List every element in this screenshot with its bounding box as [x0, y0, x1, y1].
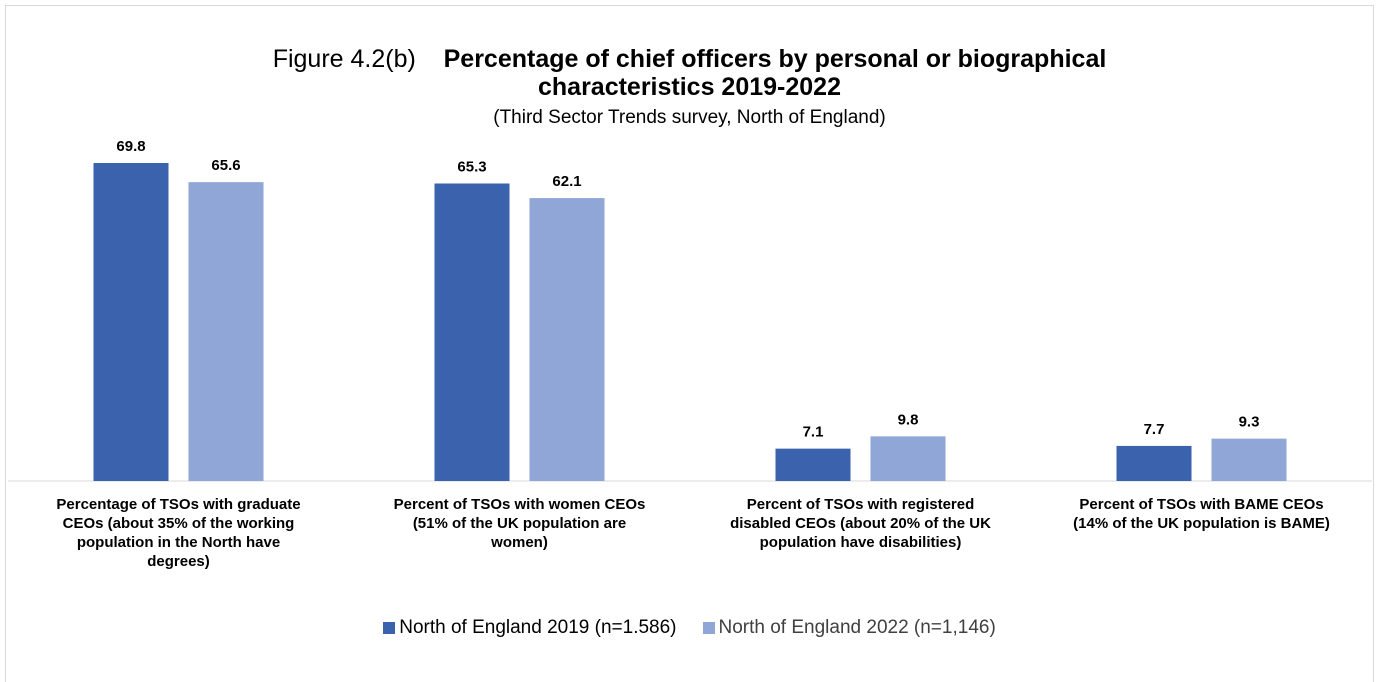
category-label-line: (14% of the UK population is BAME) [1073, 515, 1330, 532]
bar-2022-cat-1 [188, 182, 264, 481]
category-label-line: Percentage of TSOs with graduate [56, 496, 300, 513]
data-label-2019-cat-2: 65.3 [457, 159, 486, 176]
data-label-2019-cat-4: 7.7 [1144, 421, 1165, 438]
category-label-3: Percent of TSOs with registered disabled … [730, 496, 991, 551]
chart-frame [5, 5, 1374, 682]
title-line-1: Percentage of chief officers by personal… [443, 45, 1107, 73]
chart-subtitle: (Third Sector Trends survey, North of En… [493, 107, 886, 128]
category-label-line: women) [490, 534, 548, 551]
data-label-2022-cat-1: 65.6 [211, 157, 240, 174]
legend-item-2019: North of England 2019 (n=1.586) [383, 617, 677, 639]
bar-2019-cat-3 [775, 448, 851, 481]
legend-swatch-2019 [383, 622, 396, 634]
legend-label-2022: North of England 2022 (n=1,146) [718, 617, 996, 638]
title-line-2: characteristics 2019-2022 [537, 73, 841, 101]
bar-2022-cat-2 [529, 198, 605, 481]
category-label-line: disabled CEOs (about 20% of the UK [730, 515, 991, 532]
category-label-line: CEOs (about 35% of the working [63, 515, 295, 532]
data-label-2022-cat-2: 62.1 [552, 173, 581, 190]
legend: North of England 2019 (n=1.586) North of… [0, 617, 1379, 639]
data-label-2022-cat-3: 9.8 [898, 411, 919, 428]
legend-label-2019: North of England 2019 (n=1.586) [399, 617, 677, 638]
category-label-line: Percent of TSOs with BAME CEOs [1079, 496, 1323, 513]
figure-number: Figure 4.2(b) [272, 45, 416, 73]
legend-swatch-2022 [702, 622, 715, 634]
category-label-line: (51% of the UK population are [413, 515, 626, 532]
category-label-1: Percentage of TSOs with graduate CEOs (ab… [56, 496, 300, 570]
data-label-2019-cat-1: 69.8 [116, 138, 145, 155]
bar-2019-cat-4 [1116, 445, 1192, 481]
category-label-line: Percent of TSOs with women CEOs [394, 496, 646, 513]
category-label-4: Percent of TSOs with BAME CEOs (14% of th… [1073, 496, 1330, 532]
category-label-line: population in the North have [77, 534, 280, 551]
bar-2019-cat-2 [434, 183, 510, 481]
category-label-2: Percent of TSOs with women CEOs (51% of t… [394, 496, 646, 551]
chart-title: Figure 4.2(b) Percentage of chief office… [0, 44, 1379, 74]
data-label-2022-cat-4: 9.3 [1239, 414, 1260, 431]
data-label-2019-cat-3: 7.1 [803, 424, 824, 441]
legend-item-2022: North of England 2022 (n=1,146) [702, 617, 996, 639]
category-label-line: degrees) [147, 553, 210, 570]
category-label-line: population have disabilities) [760, 534, 962, 551]
category-label-line: Percent of TSOs with registered [747, 496, 975, 513]
bar-2022-cat-3 [870, 436, 946, 481]
bar-2022-cat-4 [1211, 438, 1287, 481]
bar-2019-cat-1 [93, 163, 169, 481]
